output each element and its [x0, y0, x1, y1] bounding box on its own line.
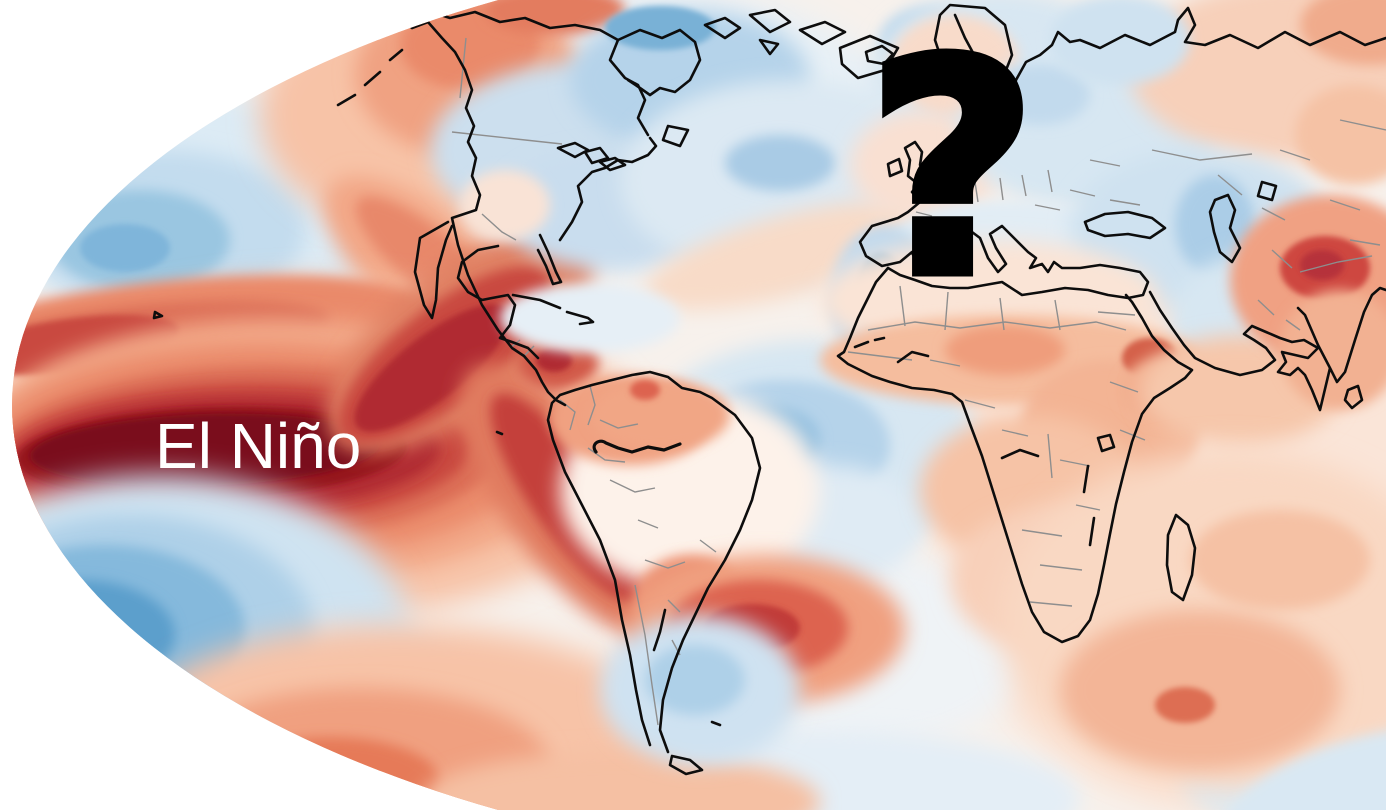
river-niger: [853, 336, 930, 364]
river-parana: [652, 608, 667, 652]
coast-black-sea: [1083, 210, 1167, 240]
lake-aral: [1256, 180, 1278, 202]
lake-tanganyika: [1082, 464, 1090, 494]
island-tierra-del-fuego: [668, 754, 704, 776]
island-baffin: [838, 34, 900, 80]
lake-malawi: [1088, 516, 1096, 547]
lake-caspian: [1208, 193, 1242, 264]
island-galapagos: [495, 430, 504, 436]
el-nino-label: El Niño: [155, 410, 361, 482]
coast-hudson-bay: [608, 28, 702, 137]
coastlines: [152, 3, 1386, 776]
island-great-britain: [903, 140, 930, 186]
region-russia-warm: [1050, 0, 1386, 185]
coast-arabia-india: [1148, 286, 1386, 412]
island-iceland: [864, 44, 895, 66]
coast-africa: [836, 266, 1194, 644]
island-madagascar: [1165, 513, 1197, 602]
country-borders: [451, 37, 1386, 726]
region-north-india-warm: [1140, 195, 1386, 445]
coast-gulf-of-mexico: [456, 244, 540, 360]
river-amazon: [592, 439, 682, 454]
island-sri-lanka: [1343, 384, 1364, 410]
river-congo: [1000, 448, 1040, 460]
coast-north-america: [393, 10, 567, 407]
islands-caribbean: [511, 293, 595, 326]
region-south-america-anomalies: [550, 375, 905, 765]
island-falklands: [710, 720, 722, 727]
coast-baja-california: [413, 220, 454, 320]
question-mark-annotation: ?: [866, 0, 1037, 342]
coast-scandinavia-arctic-russia: [953, 6, 1386, 114]
island-hawaii: [152, 310, 164, 320]
island-newfoundland: [661, 124, 690, 148]
coast-europe-mediterranean: [858, 180, 1150, 300]
islands-canadian-arctic: [703, 8, 847, 56]
island-ireland: [886, 157, 904, 178]
lakes-great-lakes: [556, 141, 627, 172]
coast-florida-east-us: [536, 136, 658, 286]
coast-greenland: [933, 3, 1014, 107]
region-indian-ocean-warm: [1000, 450, 1386, 810]
lake-victoria: [1096, 433, 1116, 453]
coast-south-america: [546, 370, 762, 754]
